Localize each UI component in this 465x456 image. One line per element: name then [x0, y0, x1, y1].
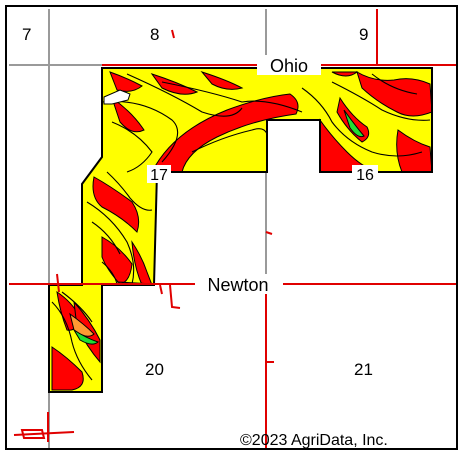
inclusion-area	[103, 89, 131, 105]
section-label-9: 9	[359, 25, 368, 44]
section-label-16: 16	[356, 167, 374, 184]
section-label-bg-17	[147, 165, 171, 183]
road-label-bg-ohio	[257, 55, 321, 75]
green-area-1	[343, 109, 365, 138]
contour-lines	[51, 73, 431, 381]
section-label-7: 7	[22, 25, 31, 44]
road-spur-5	[171, 29, 175, 39]
map-frame[interactable]: 7 8 9 Ohio 17 16 Newton 20 21 ©2023 Agri…	[5, 5, 458, 450]
map-canvas[interactable]: 7 8 9 Ohio 17 16 Newton 20 21 ©2023 Agri…	[7, 7, 458, 450]
section-label-bg-16	[352, 165, 378, 184]
section-label-20: 20	[145, 360, 164, 379]
section-label-17: 17	[150, 167, 168, 184]
road-label-newton: Newton	[207, 275, 268, 295]
road-label-bg-newton	[195, 274, 283, 294]
road-middle-south	[265, 231, 273, 448]
road-spur-2	[169, 284, 181, 309]
map-labels: 7 8 9 Ohio 17 16 Newton 20 21 ©2023 Agri…	[22, 25, 388, 449]
steep-slope-areas	[51, 70, 432, 391]
road-label-ohio: Ohio	[270, 56, 308, 76]
road-spur-3	[159, 284, 163, 295]
copyright-text: ©2023 AgriData, Inc.	[240, 432, 388, 449]
road-spur-4	[56, 273, 60, 293]
green-area-2	[73, 329, 100, 345]
section-label-8: 8	[150, 25, 159, 44]
section-label-21: 21	[354, 360, 373, 379]
road-southwest-box	[20, 429, 46, 439]
